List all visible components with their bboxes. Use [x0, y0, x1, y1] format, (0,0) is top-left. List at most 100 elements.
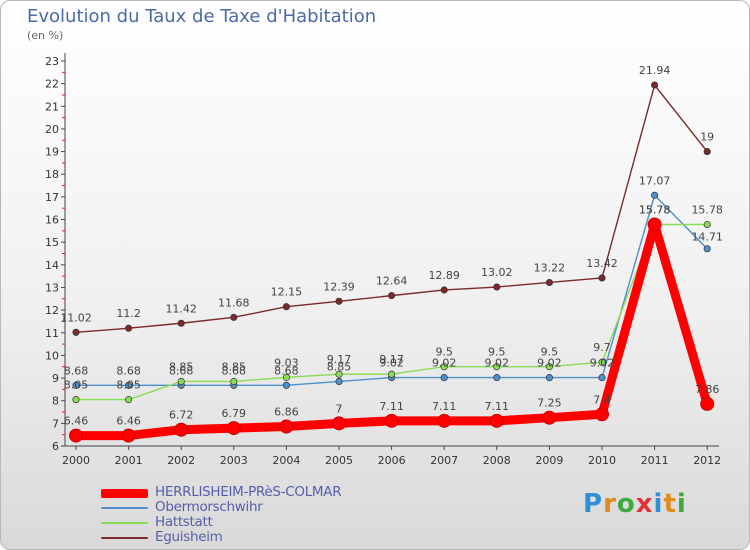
data-label: 9.03 [274, 356, 299, 369]
logo-letter: P [583, 489, 604, 519]
data-label: 15.78 [639, 204, 671, 217]
x-tick-label: 2011 [641, 454, 669, 467]
data-label: 14.71 [691, 231, 723, 244]
data-label: 11.2 [116, 307, 141, 320]
logo-letter: i [676, 489, 687, 519]
data-label: 6.86 [274, 406, 299, 419]
data-point [545, 278, 553, 287]
data-point [335, 370, 343, 378]
legend-item: Hattstatt [101, 515, 341, 530]
data-label: 8.68 [274, 364, 299, 377]
logo-letter: o [616, 489, 636, 519]
data-point [174, 422, 189, 437]
legend-item: HERRLISHEIM-PRèS-COLMAR [101, 485, 342, 500]
data-point [230, 313, 238, 321]
data-label: 8.05 [116, 379, 141, 392]
data-label: 21.94 [639, 64, 671, 77]
data-point [545, 374, 553, 382]
data-label: 8.68 [169, 364, 194, 377]
data-point [388, 370, 396, 378]
data-label: 9.7 [593, 341, 611, 354]
data-point [332, 416, 346, 431]
data-label: 9.5 [488, 346, 506, 359]
data-label: 12.15 [271, 286, 303, 299]
data-point [121, 428, 136, 443]
data-point [440, 363, 448, 371]
data-label: 8.68 [116, 364, 141, 377]
data-label: 9.17 [379, 353, 404, 366]
data-label: 6.72 [169, 409, 194, 422]
x-tick-label: 2000 [62, 454, 90, 467]
data-point [598, 274, 606, 282]
logo-letter: r [603, 489, 617, 519]
data-label: 19 [700, 131, 714, 144]
data-label: 7 [336, 402, 343, 415]
data-point [125, 381, 133, 389]
data-label: 17.07 [639, 174, 671, 187]
data-label: 7.11 [432, 400, 457, 413]
x-tick-label: 2007 [430, 454, 458, 467]
data-label: 9.02 [379, 357, 404, 370]
y-tick-label: 23 [45, 55, 59, 68]
data-point [226, 421, 241, 436]
x-tick-label: 2008 [483, 454, 511, 467]
legend-swatch [101, 488, 148, 498]
data-point [651, 191, 659, 199]
y-tick-label: 20 [45, 123, 59, 136]
data-label: 7.4 [593, 393, 611, 406]
data-point [125, 396, 133, 404]
data-label: 9.02 [537, 357, 562, 370]
data-point [647, 217, 662, 232]
data-label: 11.42 [165, 302, 197, 315]
x-tick-label: 2004 [272, 454, 300, 467]
data-label: 8.85 [327, 360, 352, 373]
data-point [72, 396, 80, 404]
data-point [489, 413, 504, 428]
data-point [282, 303, 290, 311]
legend-item: Obermorschwihr [101, 500, 341, 515]
data-point [440, 286, 448, 294]
y-tick-label: 6 [52, 440, 59, 453]
legend-swatch [101, 507, 148, 509]
data-label: 7.11 [485, 400, 510, 413]
data-point [598, 374, 606, 382]
data-label: 15.78 [639, 204, 671, 217]
data-label: 12.39 [323, 280, 355, 293]
data-point [651, 81, 659, 89]
data-point [388, 292, 396, 300]
data-point [542, 410, 557, 425]
data-label: 9.02 [590, 357, 615, 370]
data-point [493, 374, 501, 382]
data-point [545, 363, 553, 371]
data-label: 9.02 [485, 357, 510, 370]
x-tick-label: 2006 [378, 454, 406, 467]
y-tick-label: 11 [45, 327, 59, 340]
data-label: 6.46 [64, 415, 89, 428]
x-tick-label: 2005 [325, 454, 353, 467]
logo-letter: x [635, 489, 654, 519]
legend-swatch [101, 522, 148, 524]
data-point [72, 381, 80, 389]
proxiti-logo: Proxiti [583, 489, 687, 519]
data-point [700, 396, 715, 411]
unit-label: (en %) [27, 29, 64, 42]
data-point [335, 377, 343, 386]
x-tick-label: 2003 [220, 454, 248, 467]
data-label: 9.5 [541, 346, 559, 359]
data-label: 8.85 [169, 360, 194, 373]
data-label: 9.5 [435, 346, 453, 359]
data-label: 7.25 [537, 397, 562, 410]
data-point [384, 413, 399, 428]
data-label: 15.78 [691, 204, 723, 217]
data-point [282, 381, 290, 389]
data-point [493, 363, 501, 371]
data-point [703, 245, 711, 253]
logo-letter: t [663, 489, 677, 519]
data-point [282, 373, 290, 381]
y-tick-label: 19 [45, 146, 59, 159]
legend-label: Eguisheim [155, 529, 223, 545]
data-label: 7.11 [379, 400, 404, 413]
x-tick-label: 2001 [115, 454, 143, 467]
